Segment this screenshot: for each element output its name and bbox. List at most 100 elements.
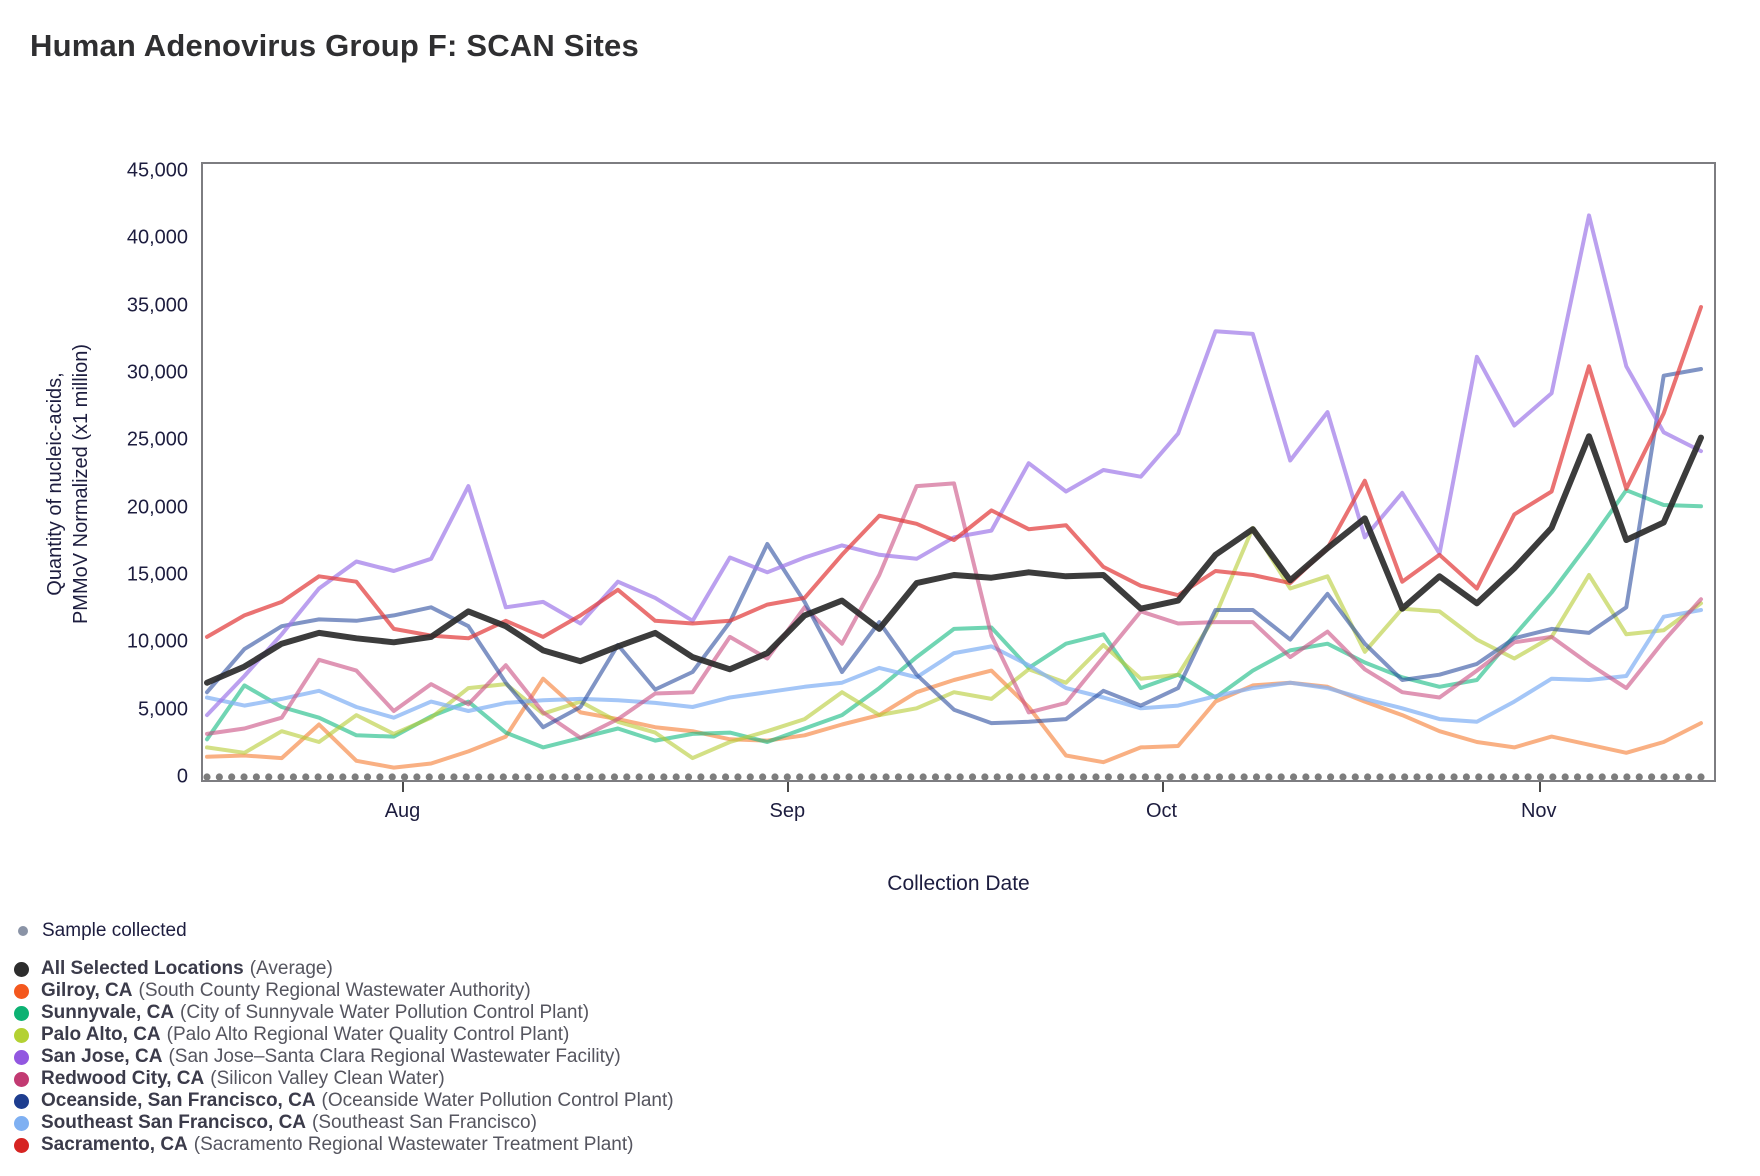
sample-collected-marker (487, 773, 495, 780)
sample-collected-marker (1524, 773, 1532, 780)
sample-collected-marker (1425, 773, 1433, 780)
sample-collected-marker (1043, 773, 1051, 780)
legend-entry-oceanside-san-francisco-ca[interactable]: Oceanside, San Francisco, CA (Oceanside W… (14, 1090, 674, 1112)
x-axis-title: Collection Date (887, 872, 1030, 895)
sample-collected-marker (672, 773, 680, 780)
legend-entry-southeast-san-francisco-ca[interactable]: Southeast San Francisco, CA (Southeast Sa… (14, 1112, 674, 1134)
legend-site-description: (Silicon Valley Clean Water) (210, 1068, 445, 1089)
sample-collected-marker (1648, 773, 1656, 780)
sample-collected-marker (759, 773, 767, 780)
sample-collected-marker (1635, 773, 1643, 780)
legend-color-dot-icon (14, 983, 29, 999)
sample-collected-marker (1351, 773, 1359, 780)
legend-color-dot-icon (14, 1115, 29, 1131)
sample-collected-marker (1561, 773, 1569, 780)
sample-collected-marker (845, 773, 853, 780)
sample-collected-marker (215, 773, 223, 780)
sample-collected-marker (1660, 773, 1668, 780)
legend-entry-san-jose-ca[interactable]: San Jose, CA (San Jose–Santa Clara Region… (14, 1046, 674, 1068)
sample-collected-marker (1178, 773, 1187, 780)
sample-collected-marker (635, 773, 643, 780)
sample-collected-marker (302, 773, 310, 780)
x-tick-mark (787, 782, 790, 792)
sample-collected-marker (326, 773, 335, 780)
sample-collected-marker (450, 773, 458, 780)
sample-collected-marker (376, 773, 384, 780)
sample-collected-marker (993, 773, 1001, 780)
x-tick-label-sep: Sep (769, 800, 806, 822)
legend-color-dot-icon (14, 1137, 29, 1153)
legend-entry-all-selected-locations[interactable]: All Selected Locations (Average) (14, 958, 674, 980)
sample-collected-marker (1438, 773, 1446, 780)
sample-collected-marker (1413, 773, 1421, 780)
x-tick-label-oct: Oct (1145, 800, 1178, 822)
legend-entry-gilroy-ca[interactable]: Gilroy, CA (South County Regional Wastewa… (14, 980, 674, 1002)
y-tick-label: 15,000 (126, 563, 188, 586)
sample-collected-marker (1030, 773, 1038, 780)
sample-collected-marker (721, 773, 730, 780)
sample-collected-marker (425, 773, 433, 780)
sample-collected-marker (1080, 773, 1088, 780)
legend-color-dot-icon (14, 1027, 29, 1043)
chart-legend: Sample collected All Selected Locations(… (14, 920, 674, 1156)
sample-collected-marker (1055, 773, 1063, 780)
y-tick-label: 30,000 (126, 361, 188, 384)
sample-collected-marker (1598, 773, 1606, 780)
sample-collected-dot-icon (18, 926, 28, 936)
sample-collected-marker (1092, 773, 1100, 780)
legend-entry-redwood-city-ca[interactable]: Redwood City, CA (Silicon Valley Clean Wa… (14, 1068, 674, 1090)
sample-collected-marker (586, 773, 594, 780)
legend-entries: All Selected Locations (Average) Gilroy, C… (14, 958, 674, 1156)
sample-collected-marker (1240, 773, 1248, 780)
sample-collected-marker (1141, 773, 1149, 780)
y-tick-label: 40,000 (126, 226, 188, 249)
sample-collected-marker (709, 773, 717, 780)
sample-collected-marker (265, 773, 273, 780)
sample-collected-marker (1252, 773, 1261, 780)
series-line-gilroy-ca (205, 668, 1703, 770)
sample-collected-marker (462, 773, 470, 780)
legend-entry-sacramento-ca[interactable]: Sacramento, CA (Sacramento Regional Waste… (14, 1134, 674, 1156)
sample-collected-marker (499, 773, 507, 780)
sample-collected-marker (1462, 773, 1471, 780)
chart-canvas (203, 213, 1705, 780)
series-line-all-selected-locations (204, 433, 1704, 686)
legend-entry-sunnyvale-ca[interactable]: Sunnyvale, CA (City of Sunnyvale Water Po… (14, 1002, 674, 1024)
sample-collected-marker (734, 773, 742, 780)
x-tick-label-aug: Aug (384, 800, 421, 822)
sample-collected-marker (314, 773, 322, 780)
sample-collected-marker (1215, 773, 1224, 780)
sample-collected-marker (351, 773, 359, 780)
sample-collected-marker (820, 773, 828, 780)
sample-collected-marker (1265, 773, 1273, 780)
sample-collected-marker (1672, 773, 1680, 780)
x-tick-mark (402, 782, 405, 792)
sample-collected-marker (1326, 773, 1335, 780)
sample-collected-label: Sample collected (42, 920, 187, 941)
legend-site-name: All Selected Locations (41, 958, 244, 979)
sample-collected-marker (1117, 773, 1125, 780)
sample-collected-marker (968, 773, 977, 780)
y-tick-label: 20,000 (126, 496, 188, 519)
sample-collected-marker (894, 773, 903, 780)
legend-site-name: Gilroy, CA (41, 980, 133, 1001)
legend-color-dot-icon (14, 1071, 29, 1087)
sample-collected-marker (549, 773, 557, 780)
sample-collected-marker (1191, 773, 1199, 780)
sample-collected-marker (400, 773, 409, 780)
legend-site-name: Redwood City, CA (41, 1068, 205, 1089)
y-tick-label: 25,000 (126, 428, 188, 451)
sample-collected-marker (623, 773, 631, 780)
sample-collected-marker (919, 773, 927, 780)
sample-collected-marker (697, 773, 705, 780)
legend-site-description: (Oceanside Water Pollution Control Plant… (321, 1090, 674, 1111)
legend-color-dot-icon (14, 1005, 29, 1021)
sample-collected-marker (1610, 773, 1619, 780)
sample-collected-marker (1512, 773, 1520, 780)
sample-collected-marker (536, 773, 544, 780)
legend-site-name: Palo Alto, CA (41, 1024, 161, 1045)
sample-collected-marker (561, 773, 569, 780)
sample-collected-legend: Sample collected (14, 920, 674, 942)
legend-entry-palo-alto-ca[interactable]: Palo Alto, CA (Palo Alto Regional Water Q… (14, 1024, 674, 1046)
series-line-southeast-san-francisco-ca (205, 608, 1703, 724)
